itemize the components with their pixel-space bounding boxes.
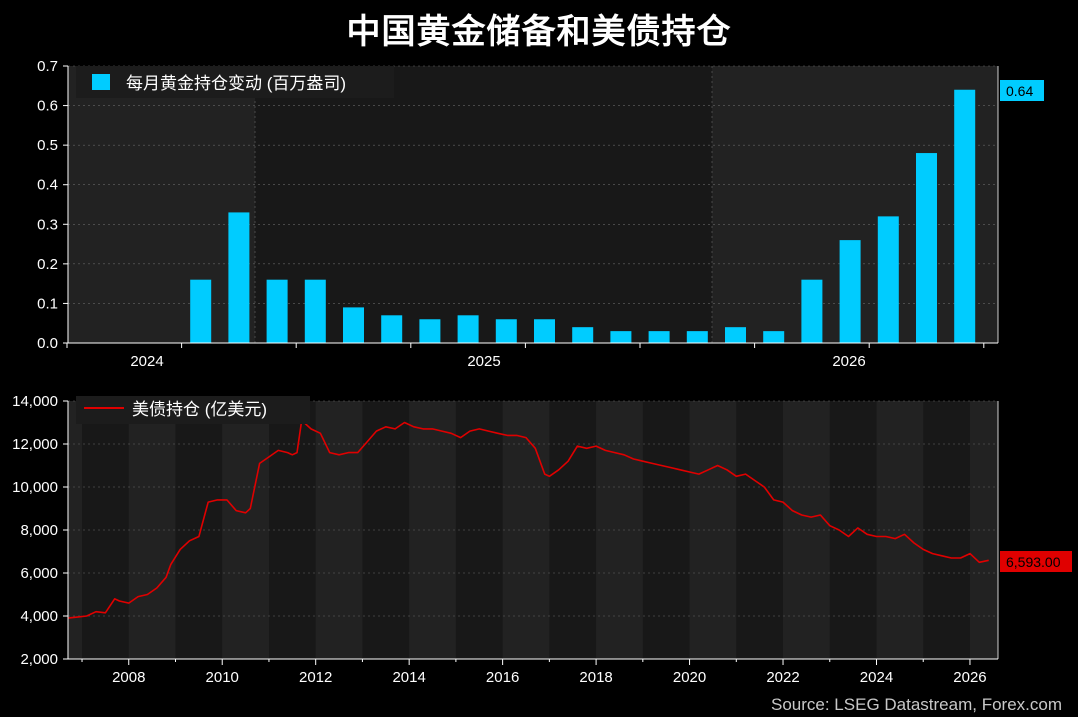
bar-2024-05 <box>304 279 326 343</box>
bottom-xtick-label: 2018 <box>579 669 612 686</box>
bottom-xtick-label: 2022 <box>766 669 799 686</box>
bar-2025-05 <box>763 331 785 343</box>
bottom-year-band <box>783 401 830 659</box>
bar-2024-04 <box>266 279 288 343</box>
bottom-xtick-label: 2026 <box>953 669 986 686</box>
chart-title: 中国黄金储备和美债持仓 <box>346 12 732 52</box>
bar-2025-02 <box>648 331 670 343</box>
top-xtick-label: 2026 <box>832 353 865 370</box>
bottom-last-value-label: 6,593.00 <box>1006 554 1061 570</box>
bottom-ytick-label: 14,000 <box>12 393 58 410</box>
bottom-ytick-label: 10,000 <box>12 479 58 496</box>
bar-2024-09 <box>457 315 479 343</box>
bottom-xtick-label: 2012 <box>299 669 332 686</box>
bottom-xtick-label: 2016 <box>486 669 519 686</box>
bar-2024-06 <box>343 307 364 343</box>
legend-label-treasury: 美债持仓 (亿美元) <box>132 400 267 419</box>
bar-2025-01 <box>610 331 632 343</box>
top-xtick-label: 2024 <box>130 353 163 370</box>
bottom-ytick-label: 6,000 <box>20 565 58 582</box>
bottom-xtick-label: 2014 <box>392 669 425 686</box>
bar-2025-06 <box>801 279 823 343</box>
top-ytick-label: 0.6 <box>37 98 58 115</box>
bar-2025-08 <box>877 216 899 343</box>
bar-2024-11 <box>534 319 555 343</box>
top-ytick-label: 0.4 <box>37 177 58 194</box>
bottom-ytick-label: 8,000 <box>20 522 58 539</box>
bottom-xtick-label: 2010 <box>206 669 239 686</box>
bar-2025-04 <box>725 327 746 343</box>
top-band-2023 <box>68 66 255 343</box>
top-band-2024 <box>255 66 712 343</box>
top-ytick-label: 0.0 <box>37 335 58 352</box>
bar-2024-03 <box>228 212 250 343</box>
bar-2025-09 <box>916 153 937 343</box>
top-last-value-label: 0.64 <box>1006 83 1033 99</box>
bottom-ytick-label: 12,000 <box>12 436 58 453</box>
top-ytick-label: 0.1 <box>37 295 58 312</box>
bottom-year-band <box>68 401 83 659</box>
bottom-legend: 美债持仓 (亿美元) <box>76 396 310 424</box>
top-legend: 每月黄金持仓变动 (百万盎司) <box>76 66 394 98</box>
bar-2024-12 <box>572 327 594 343</box>
bar-2024-02 <box>190 279 212 343</box>
top-ytick-label: 0.2 <box>37 256 58 273</box>
bottom-last-value-badge: 6,593.00 <box>1000 551 1072 572</box>
source-note: Source: LSEG Datastream, Forex.com <box>771 695 1062 714</box>
top-ytick-label: 0.7 <box>37 58 58 75</box>
top-ytick-label: 0.3 <box>37 216 58 233</box>
bottom-year-band <box>128 401 176 659</box>
bar-2025-10 <box>954 89 976 343</box>
bottom-xtick-label: 2024 <box>860 669 893 686</box>
top-xtick-label: 2025 <box>467 353 500 370</box>
bottom-year-band <box>222 401 269 659</box>
bottom-xtick-label: 2020 <box>673 669 706 686</box>
top-last-value-badge: 0.64 <box>1000 80 1044 101</box>
bar-2024-07 <box>381 315 403 343</box>
bar-2024-10 <box>495 319 517 343</box>
bottom-ytick-label: 2,000 <box>20 651 58 668</box>
bottom-ytick-label: 4,000 <box>20 608 58 625</box>
bar-2025-03 <box>686 331 708 343</box>
legend-label-gold: 每月黄金持仓变动 (百万盎司) <box>126 74 346 93</box>
bar-2024-08 <box>419 319 441 343</box>
bottom-xtick-label: 2008 <box>112 669 145 686</box>
bar-2025-07 <box>839 240 861 343</box>
legend-swatch-bar <box>92 74 110 90</box>
bottom-year-band <box>502 401 550 659</box>
treasury-holdings-line <box>67 419 989 619</box>
top-ytick-label: 0.5 <box>37 137 58 154</box>
